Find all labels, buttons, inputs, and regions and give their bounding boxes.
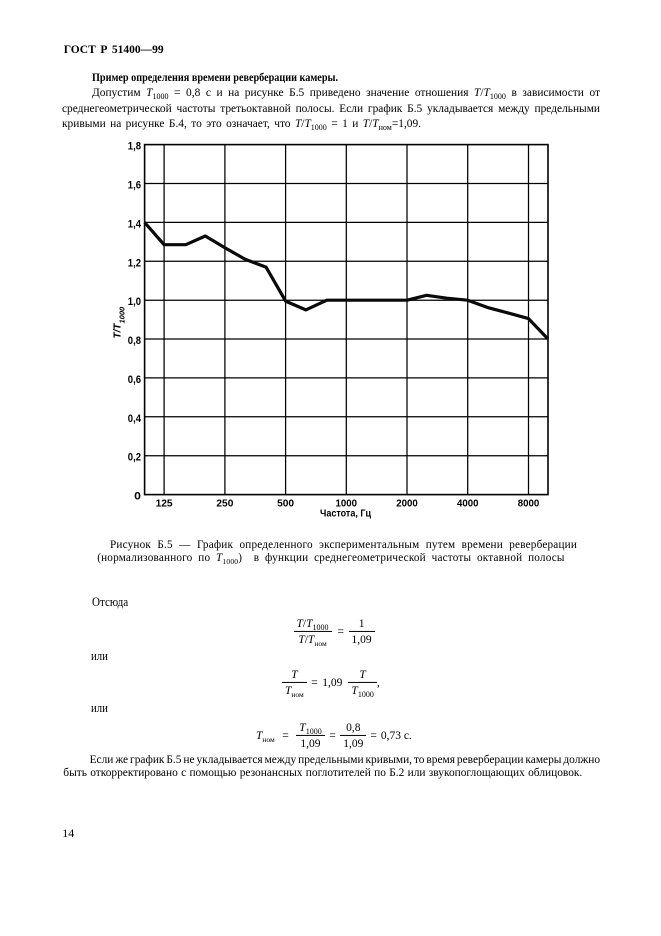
svg-text:8000: 8000 xyxy=(518,497,540,509)
svg-text:Т/Т1000: Т/Т1000 xyxy=(112,306,126,339)
svg-text:1000: 1000 xyxy=(336,497,358,509)
svg-text:0: 0 xyxy=(134,491,141,503)
svg-text:125: 125 xyxy=(156,497,173,509)
svg-text:500: 500 xyxy=(277,497,294,509)
svg-text:1,4: 1,4 xyxy=(128,218,142,230)
svg-text:0,2: 0,2 xyxy=(128,452,141,464)
svg-text:1,0: 1,0 xyxy=(128,296,141,308)
svg-text:2000: 2000 xyxy=(396,497,418,509)
svg-text:1,6: 1,6 xyxy=(128,180,141,192)
svg-text:0,6: 0,6 xyxy=(128,374,141,386)
svg-text:250: 250 xyxy=(216,497,233,509)
svg-text:0,4: 0,4 xyxy=(128,413,142,425)
svg-text:1,8: 1,8 xyxy=(128,141,141,153)
svg-text:Частота, Гц: Частота, Гц xyxy=(320,507,371,519)
svg-text:0,8: 0,8 xyxy=(128,335,141,347)
svg-text:4000: 4000 xyxy=(457,497,479,509)
svg-text:1,2: 1,2 xyxy=(128,257,141,269)
